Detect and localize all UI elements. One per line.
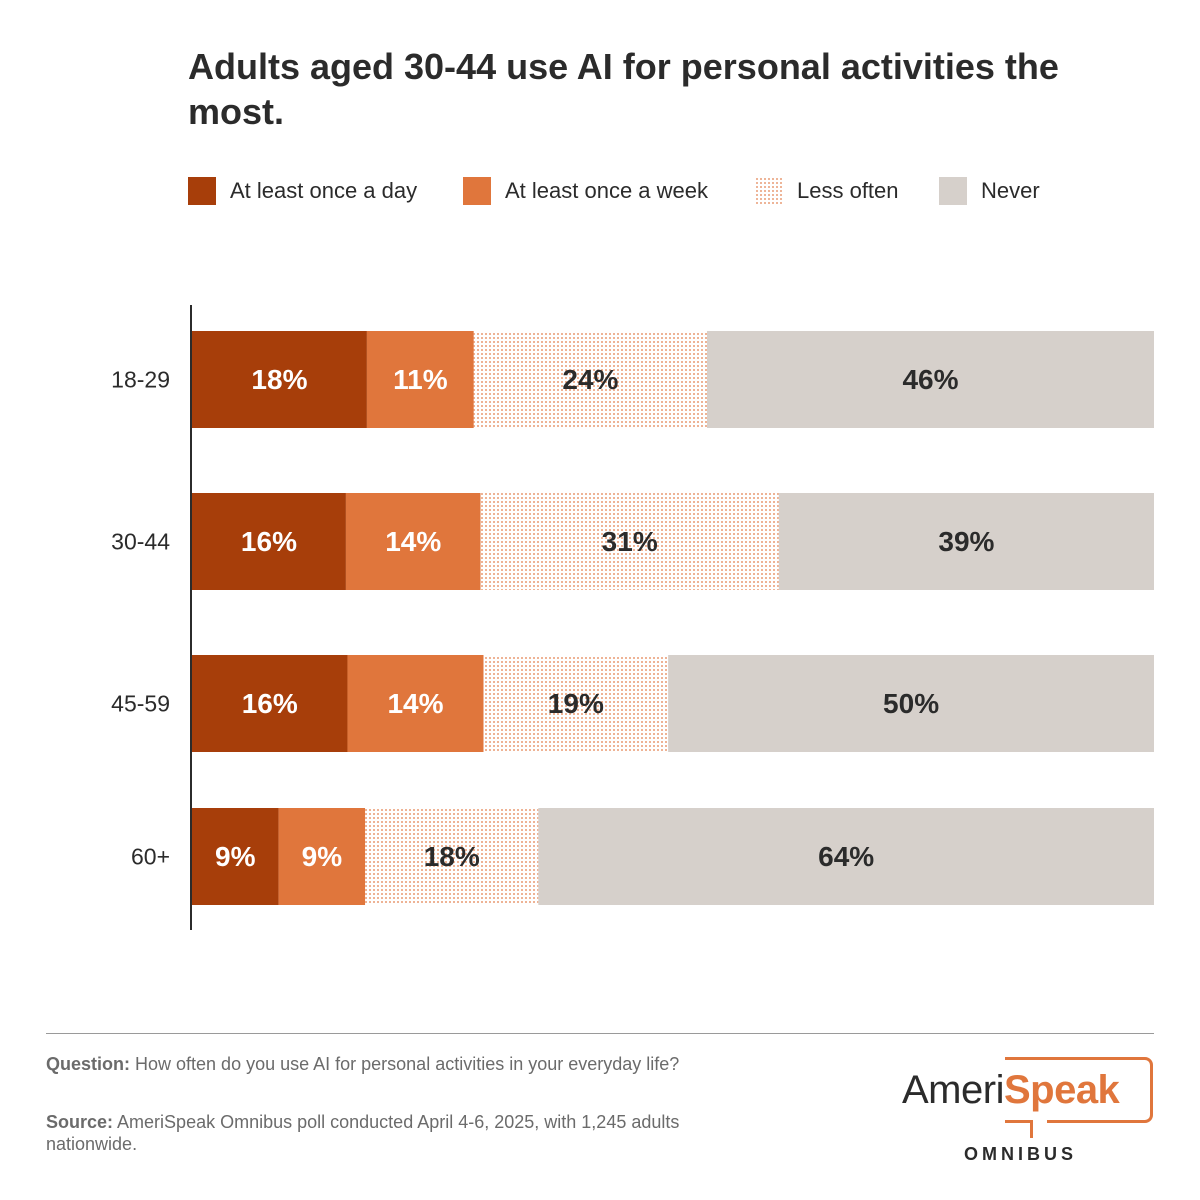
bar-segment-daily-60+ bbox=[192, 808, 279, 905]
source-text: AmeriSpeak Omnibus poll conducted April … bbox=[46, 1112, 680, 1154]
amerispeak-logo: AmeriSpeak bbox=[902, 1068, 1120, 1113]
bar-value-label-less_often-18-29: 24% bbox=[562, 364, 618, 395]
legend-label-weekly: At least once a week bbox=[505, 178, 709, 203]
footer-divider bbox=[46, 1033, 1154, 1034]
bar-value-label-weekly-45-59: 14% bbox=[387, 688, 443, 719]
bar-segment-weekly-45-59 bbox=[347, 655, 484, 752]
stacked-bar-chart: 18-29 18% 11% 24% 46% 30-44 16% 14% 31% 39% 45-59 1… bbox=[111, 305, 1154, 930]
bar-segment-weekly-18-29 bbox=[366, 331, 474, 428]
bar-segment-never-30-44 bbox=[778, 493, 1154, 590]
legend-item-daily: At least once a day bbox=[188, 176, 417, 206]
bar-value-label-less_often-45-59: 19% bbox=[548, 688, 604, 719]
bar-segment-weekly-30-44 bbox=[345, 493, 481, 590]
bar-value-label-never-18-29: 46% bbox=[902, 364, 958, 395]
source-note: Source: AmeriSpeak Omnibus poll conducte… bbox=[46, 1111, 686, 1155]
bar-value-label-daily-45-59: 16% bbox=[242, 688, 298, 719]
bar-segment-less_often-45-59 bbox=[483, 655, 669, 752]
question-note: Question: How often do you use AI for pe… bbox=[46, 1053, 686, 1075]
bar-value-label-weekly-18-29: 11% bbox=[393, 364, 448, 395]
bar-segment-less_often-30-44 bbox=[480, 493, 779, 590]
category-label-60+: 60+ bbox=[131, 844, 170, 870]
legend-item-less-often: Less often bbox=[755, 176, 899, 206]
bar-value-label-weekly-30-44: 14% bbox=[385, 526, 441, 557]
legend-label-daily: At least once a day bbox=[230, 178, 418, 203]
logo-subtitle: OMNIBUS bbox=[964, 1144, 1077, 1164]
chart-title: Adults aged 30-44 use AI for personal ac… bbox=[188, 46, 1059, 132]
legend-item-weekly: At least once a week bbox=[463, 176, 708, 206]
logo-speech-bubble bbox=[1005, 1057, 1153, 1123]
logo-text-speak: Speak bbox=[1003, 1068, 1120, 1112]
category-label-30-44: 30-44 bbox=[111, 529, 170, 555]
bar-segment-never-18-29 bbox=[707, 331, 1154, 428]
bar-value-label-daily-60+: 9% bbox=[215, 841, 256, 872]
legend-swatch-weekly bbox=[463, 177, 491, 205]
bar-segment-less_often-18-29 bbox=[473, 331, 708, 428]
bar-value-label-never-30-44: 39% bbox=[938, 526, 994, 557]
bar-value-label-less_often-60+: 18% bbox=[424, 841, 480, 872]
category-label-18-29: 18-29 bbox=[111, 367, 170, 393]
bar-value-label-never-60+: 64% bbox=[818, 841, 874, 872]
logo-bubble-tail bbox=[1030, 1120, 1047, 1138]
bar-segment-never-45-59 bbox=[668, 655, 1154, 752]
bar-segment-weekly-60+ bbox=[278, 808, 366, 905]
question-text: How often do you use AI for personal act… bbox=[135, 1054, 680, 1074]
bar-value-label-daily-18-29: 18% bbox=[251, 364, 307, 395]
bar-segment-less_often-60+ bbox=[365, 808, 539, 905]
category-label-45-59: 45-59 bbox=[111, 691, 170, 717]
bar-segment-daily-30-44 bbox=[192, 493, 346, 590]
legend-item-never: Never bbox=[939, 176, 1040, 206]
bar-segment-never-60+ bbox=[538, 808, 1154, 905]
question-label: Question: bbox=[46, 1054, 130, 1074]
legend-label-never: Never bbox=[981, 178, 1040, 203]
legend-swatch-less-often bbox=[755, 177, 783, 205]
bar-value-label-never-45-59: 50% bbox=[883, 688, 939, 719]
source-label: Source: bbox=[46, 1112, 114, 1132]
bar-value-label-daily-30-44: 16% bbox=[241, 526, 297, 557]
legend: At least once a day At least once a week… bbox=[188, 176, 1188, 206]
bars-group: 18-29 18% 11% 24% 46% 30-44 16% 14% 31% 39% 45-59 1… bbox=[111, 331, 1154, 905]
bar-value-label-weekly-60+: 9% bbox=[302, 841, 343, 872]
legend-label-less-often: Less often bbox=[797, 178, 899, 203]
bar-segment-daily-18-29 bbox=[192, 331, 367, 428]
legend-swatch-never bbox=[939, 177, 967, 205]
legend-swatch-daily bbox=[188, 177, 216, 205]
bar-value-label-less_often-30-44: 31% bbox=[602, 526, 658, 557]
logo-text-ameri: Ameri bbox=[902, 1068, 1004, 1112]
bar-segment-daily-45-59 bbox=[192, 655, 348, 752]
